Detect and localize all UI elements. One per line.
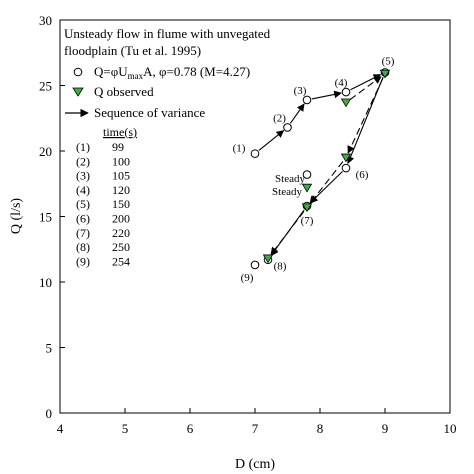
point-label-5: (5) (382, 55, 395, 67)
y-tick-label-25: 25 (39, 79, 52, 94)
time-table-id-3: (3) (76, 169, 90, 183)
x-tick-label-6: 6 (187, 421, 194, 436)
data-markers (250, 68, 391, 270)
legend-title-line-1: Unsteady flow in flume with unvegated (64, 26, 271, 41)
time-table-id-7: (7) (76, 226, 90, 240)
point-label-6: (6) (356, 169, 369, 181)
point-labels: (1) (2) (3) (4) (5) (6) (7) (8) (9) (233, 55, 395, 284)
legend-entry-sequence: Sequence of variance (94, 105, 205, 120)
sequence-arrow-4 (350, 74, 382, 91)
point-label-7: (7) (301, 215, 314, 227)
time-table-time-8: 250 (112, 240, 130, 254)
time-table-id-8: (8) (76, 240, 90, 254)
model-point-10 (302, 170, 312, 179)
observed-point-2 (340, 98, 352, 108)
annotation-steady-1: Steady (275, 173, 305, 185)
y-tick-label-5: 5 (46, 341, 53, 356)
y-tick-label-0: 0 (46, 406, 53, 421)
x-tick-label-10: 10 (444, 421, 457, 436)
time-table-time-7: 220 (112, 226, 130, 240)
time-table: time(s) (1) 99 (2) 100 (3) 105 (4) 120 (5) 150 (6)… (76, 125, 137, 268)
point-label-4: (4) (335, 77, 348, 89)
point-label-9: (9) (241, 272, 254, 284)
time-table-time-9: 254 (112, 254, 130, 268)
time-table-id-1: (1) (76, 140, 90, 154)
model-point-9 (250, 260, 260, 270)
time-table-id-9: (9) (76, 254, 90, 268)
time-table-header: time(s) (103, 125, 137, 139)
time-table-id-5: (5) (76, 197, 90, 211)
time-table-time-2: 100 (112, 154, 130, 168)
time-table-time-6: 200 (112, 212, 130, 226)
x-tick-label-4: 4 (57, 421, 64, 436)
time-table-time-3: 105 (112, 169, 130, 183)
time-table-time-1: 99 (112, 140, 124, 154)
sequence-arrow-8 (349, 76, 382, 101)
x-tick-label-7: 7 (252, 421, 259, 436)
y-tick-label-20: 20 (39, 144, 52, 159)
sequence-arrow-11 (270, 210, 305, 256)
legend: Unsteady flow in flume with unvegated fl… (64, 26, 271, 120)
y-tick-label-30: 30 (39, 13, 52, 28)
sequence-arrow-6 (310, 171, 343, 204)
model-point-2 (283, 123, 292, 132)
observed-point-6 (301, 183, 313, 193)
sequence-arrows (258, 74, 384, 257)
model-point-6 (341, 163, 351, 173)
time-table-id-4: (4) (76, 183, 90, 197)
y-tick-label-15: 15 (39, 210, 52, 225)
model-point-4 (341, 87, 351, 97)
observed-point-3 (340, 153, 352, 163)
x-axis: 4 5 6 7 8 9 10 (57, 408, 457, 436)
time-table-id-2: (2) (76, 154, 90, 168)
x-tick-label-8: 8 (317, 421, 324, 436)
observed-point-1 (379, 69, 391, 79)
x-axis-label: D (cm) (235, 457, 275, 472)
y-tick-label-10: 10 (39, 275, 52, 290)
y-axis: 0 5 10 15 20 25 30 (39, 13, 65, 421)
point-label-3: (3) (294, 85, 307, 97)
sequence-arrow-2 (289, 103, 305, 124)
sequence-arrow-1 (258, 130, 285, 151)
legend-entry-model: Q=φUmaxA, φ=0.78 (M=4.27) (94, 64, 250, 81)
annotation-steady-2: Steady (272, 186, 302, 198)
legend-title-line-2: floodplain (Tu et al. 1995) (64, 43, 201, 58)
point-label-2: (2) (273, 112, 286, 124)
legend-entry-observed: Q observed (94, 84, 154, 99)
x-tick-label-5: 5 (122, 421, 129, 436)
model-point-1 (250, 149, 260, 158)
legend-green-triangle-marker (72, 87, 84, 97)
model-point-3 (302, 95, 312, 105)
point-label-8: (8) (274, 261, 287, 273)
sequence-arrow-3 (311, 90, 342, 100)
time-table-time-5: 150 (112, 197, 130, 211)
x-tick-label-9: 9 (382, 421, 389, 436)
time-table-time-4: 120 (112, 183, 130, 197)
observed-point-4 (301, 203, 313, 213)
sequence-arrow-9 (347, 78, 384, 154)
point-label-1: (1) (233, 143, 246, 155)
observed-point-5 (262, 254, 274, 264)
sequence-arrow-10 (309, 161, 344, 205)
time-table-id-6: (6) (76, 212, 90, 226)
y-axis-label: Q (l/s) (9, 198, 24, 235)
legend-open-circle-marker (73, 67, 83, 77)
